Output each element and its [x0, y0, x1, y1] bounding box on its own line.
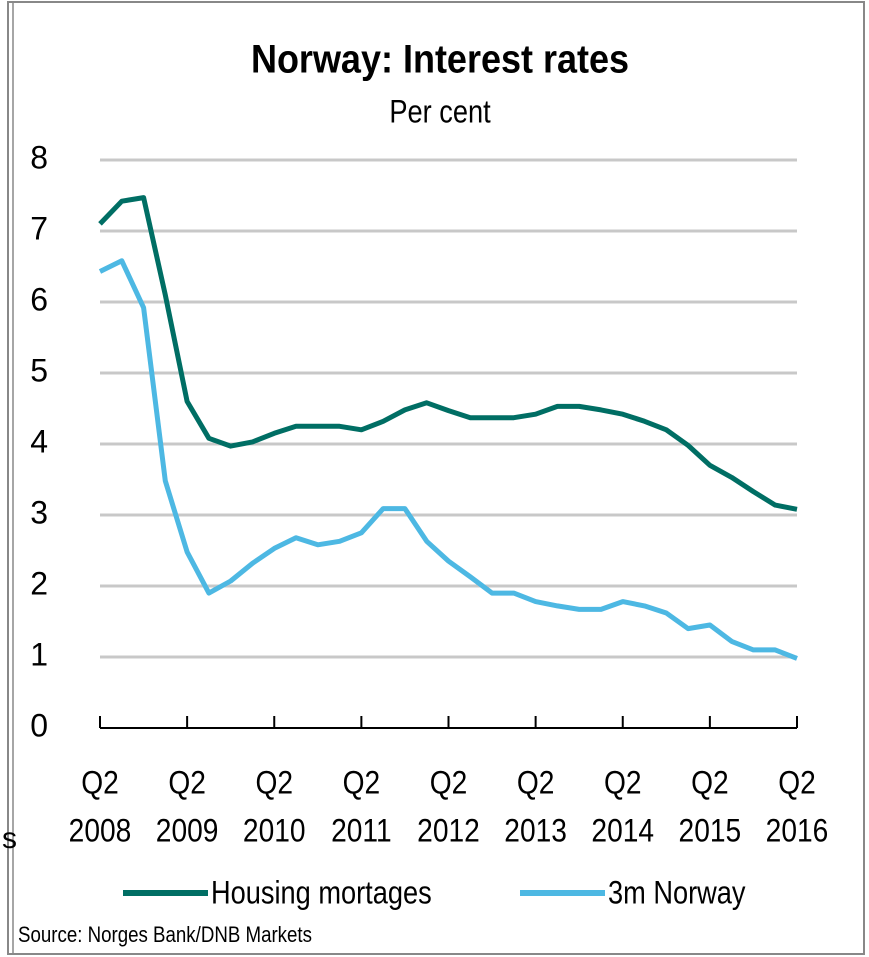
x-tick-label: Q2 2008	[69, 766, 132, 849]
y-tick-label: 2	[30, 565, 48, 601]
y-tick-label: 8	[30, 139, 48, 175]
x-tick-label-line: 2009	[156, 814, 219, 849]
x-tick-label: Q2 2010	[243, 766, 306, 849]
x-tick-label-line: 2013	[504, 814, 567, 849]
chart-subtitle: Per cent	[389, 94, 491, 130]
legend-label: 3m Norway	[608, 875, 746, 911]
x-tick-label: Q2 2012	[417, 766, 480, 849]
chart-title: Norway: Interest rates	[251, 38, 629, 82]
x-tick-label-line: 2008	[69, 814, 132, 849]
x-tick-label-line: Q2	[517, 766, 555, 801]
x-tick-label-line: Q2	[81, 766, 119, 801]
x-tick-label: Q2 2011	[331, 766, 392, 849]
x-tick-label-line: Q2	[430, 766, 468, 801]
x-tick-label-line: 2014	[591, 814, 654, 849]
x-tick-label: Q2 2014	[591, 766, 654, 849]
y-tick-label: 6	[30, 281, 48, 317]
x-tick-label-line: 2012	[417, 814, 480, 849]
x-tick-label-line: Q2	[255, 766, 293, 801]
legend-label: Housing mortages	[211, 875, 432, 911]
x-tick-label: Q2 2015	[679, 766, 742, 849]
y-tick-label: 4	[30, 423, 48, 459]
x-tick-label: Q2 2009	[156, 766, 219, 849]
x-tick-label-line: 2015	[679, 814, 742, 849]
x-tick-label: Q2 2016	[766, 766, 829, 849]
y-tick-label: 7	[30, 210, 48, 246]
x-tick-label-line: Q2	[343, 766, 381, 801]
y-tick-label: 0	[30, 707, 48, 743]
fragment: s	[2, 822, 17, 855]
frame	[7, 1, 865, 955]
x-tick-label-line: Q2	[778, 766, 816, 801]
line-series	[98, 195, 798, 512]
y-tick-label: 5	[30, 352, 48, 388]
line-series	[98, 258, 798, 661]
x-tick-label-line: Q2	[604, 766, 642, 801]
x-tick-label-line: 2011	[331, 814, 392, 849]
x-tick-label-line: 2010	[243, 814, 306, 849]
source: Source: Norges Bank/DNB Markets	[18, 923, 312, 947]
y-tick-label: 3	[30, 494, 48, 530]
x-tick-label-line: 2016	[766, 814, 829, 849]
x-tick-label-line: Q2	[168, 766, 206, 801]
x-tick-label: Q2 2013	[504, 766, 567, 849]
x-tick-label-line: Q2	[691, 766, 729, 801]
y-tick-label: 1	[30, 636, 48, 672]
